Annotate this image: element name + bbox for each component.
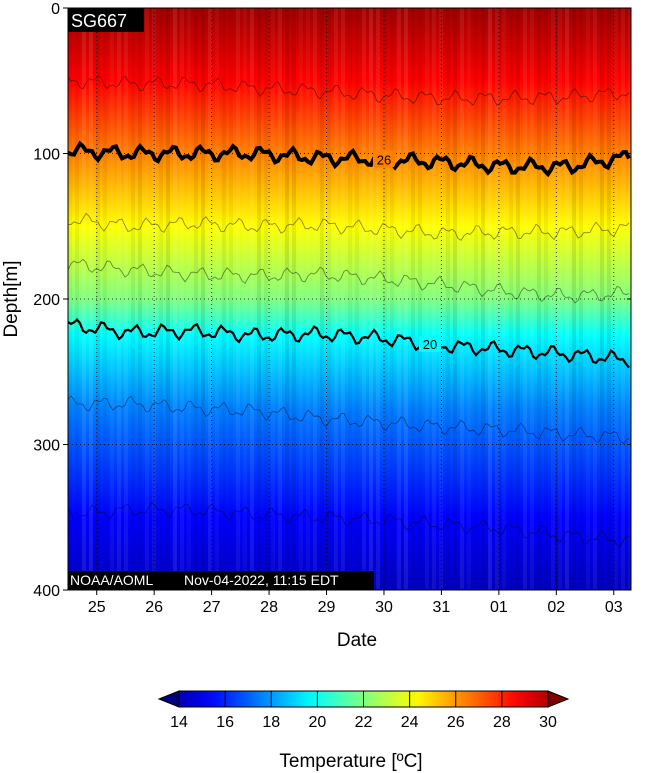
x-tick-label: 01 [490, 599, 508, 616]
heatmap-field [68, 8, 631, 590]
x-tick-label: 29 [318, 599, 336, 616]
heatmap-stripe [621, 8, 625, 590]
heatmap-stripe [488, 8, 492, 590]
heatmap-stripe [593, 8, 597, 590]
colorbar-tick-label: 16 [216, 714, 234, 731]
heatmap-stripe [320, 8, 324, 590]
heatmap-stripe [313, 8, 317, 590]
contour-label-26: 26 [377, 152, 391, 167]
y-tick-label: 400 [33, 583, 60, 600]
colorbar-tick-label: 28 [493, 714, 511, 731]
heatmap-stripe [89, 8, 93, 590]
y-axis-title: Depth[m] [1, 260, 22, 337]
heatmap-stripe [145, 8, 149, 590]
heatmap-stripe [397, 8, 401, 590]
contour-26 [68, 140, 631, 178]
timestamp-label: Nov-04-2022, 11:15 EDT [184, 572, 339, 588]
x-tick-label: 03 [605, 599, 623, 616]
colorbar-ticks: 14 16 18 20 22 24 26 28 30 [170, 691, 557, 731]
colorbar-max-arrow [547, 690, 570, 708]
heatmap-stripe [537, 8, 541, 590]
colorbar-tick-label: 20 [308, 714, 326, 731]
x-tick-label: 02 [547, 599, 565, 616]
heatmap-stripe [509, 8, 513, 590]
heatmap-stripe [481, 8, 485, 590]
heatmap-stripe [544, 8, 548, 590]
heatmap-stripe [264, 8, 268, 590]
heatmap-stripe [152, 8, 156, 590]
heatmap-stripe [516, 8, 520, 590]
contour-label-20: 20 [423, 337, 437, 352]
colorbar-min-arrow [157, 690, 180, 708]
heatmap-stripe [229, 8, 233, 590]
contour-23 [68, 258, 630, 304]
title-box: SG667 [68, 8, 144, 32]
colorbar-tick-label: 30 [539, 714, 557, 731]
y-tick-label: 0 [51, 1, 60, 18]
contour-24 [68, 212, 630, 241]
heatmap-stripe [124, 8, 128, 590]
credit-box: NOAA/AOML Nov-04-2022, 11:15 EDT [68, 571, 374, 590]
colorbar-tick-label: 18 [262, 714, 280, 731]
colorbar: 14 16 18 20 22 24 26 28 30 Temperature [ºC] [157, 690, 570, 772]
y-tick-label: 300 [33, 438, 60, 455]
contour-18 [68, 395, 630, 445]
x-axis-title: Date [337, 630, 377, 651]
x-tick-label: 25 [88, 599, 106, 616]
heatmap-stripe [68, 8, 72, 590]
grid-lines [68, 8, 631, 590]
colorbar-tick-label: 14 [170, 714, 188, 731]
y-axis-ticks: 0 100 200 300 400 [33, 1, 631, 600]
heatmap-stripe [117, 8, 121, 590]
x-tick-label: 26 [145, 599, 163, 616]
heatmap-stripe [572, 8, 576, 590]
heatmap-stripe [600, 8, 604, 590]
heatmap-stripe [404, 8, 408, 590]
plot-area: 26 20 [67, 7, 632, 591]
x-axis-ticks: 25 26 27 28 29 30 31 01 02 03 [88, 590, 623, 616]
contour-16 [68, 501, 630, 548]
contour-28 [68, 75, 630, 106]
heatmap-stripe [96, 8, 100, 590]
colorbar-title: Temperature [ºC] [279, 751, 422, 772]
x-tick-label: 30 [375, 599, 393, 616]
colorbar-tick-label: 26 [447, 714, 465, 731]
y-tick-label: 100 [33, 147, 60, 164]
heatmap-stripe [292, 8, 296, 590]
heatmap-stripe [208, 8, 212, 590]
heatmap-stripe [236, 8, 240, 590]
contour-20 [68, 317, 630, 369]
heatmap-stripe [285, 8, 289, 590]
contour-label-bg [419, 335, 441, 353]
contour-label-bg [373, 150, 395, 168]
x-tick-label: 28 [260, 599, 278, 616]
colorbar-tick-label: 22 [355, 714, 373, 731]
y-tick-label: 200 [33, 292, 60, 309]
heatmap-stripe [180, 8, 184, 590]
heatmap-stripe [257, 8, 261, 590]
heatmap-stripe [565, 8, 569, 590]
x-tick-label: 27 [203, 599, 221, 616]
heatmap-stripe [173, 8, 177, 590]
contour-lines: 26 20 [68, 75, 631, 548]
heatmap-stripe [341, 8, 345, 590]
heatmap-stripe [432, 8, 436, 590]
heatmap-stripe [201, 8, 205, 590]
heatmap-stripe [425, 8, 429, 590]
heatmap-stripe [460, 8, 464, 590]
heatmap-stripe [369, 8, 373, 590]
x-tick-label: 31 [433, 599, 451, 616]
heatmap-stripe [453, 8, 457, 590]
credit-label: NOAA/AOML [70, 572, 153, 588]
chart-title: SG667 [71, 11, 127, 31]
heatmap-stripe [348, 8, 352, 590]
colorbar-tick-label: 24 [401, 714, 419, 731]
heatmap-stripe [376, 8, 380, 590]
